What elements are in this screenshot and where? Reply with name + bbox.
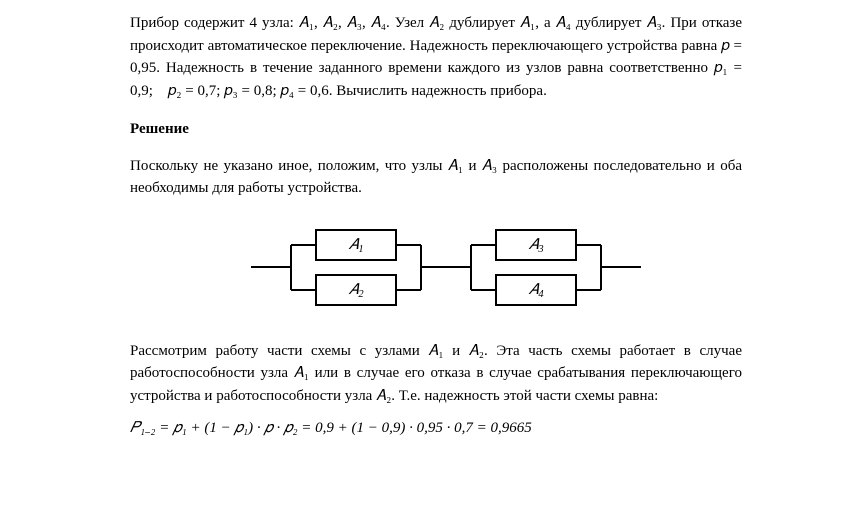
- reliability-diagram: 𝐴1𝐴2𝐴3𝐴4: [130, 220, 742, 320]
- problem-statement: Прибор содержит 4 узла: 𝐴₁, 𝐴₂, 𝐴₃, 𝐴₄. …: [130, 12, 742, 102]
- solution-heading: Решение: [130, 118, 742, 141]
- diagram-svg: 𝐴1𝐴2𝐴3𝐴4: [226, 220, 646, 320]
- solution-para-2: Рассмотрим работу части схемы с узлами 𝐴…: [130, 340, 742, 408]
- formula-p12: 𝑃₁₋₂ = 𝑝₁ + (1 − 𝑝₁) · 𝑝 · 𝑝₂ = 0,9 + (1…: [130, 417, 742, 440]
- solution-para-1: Поскольку не указано иное, положим, что …: [130, 155, 742, 200]
